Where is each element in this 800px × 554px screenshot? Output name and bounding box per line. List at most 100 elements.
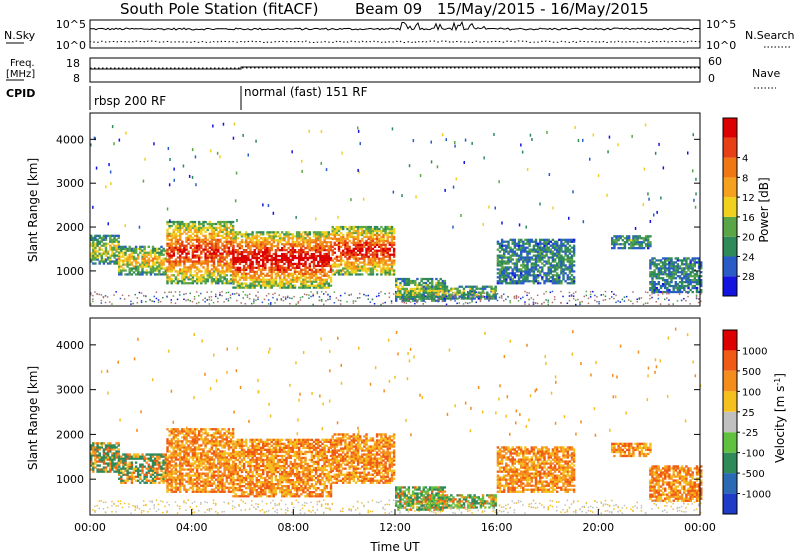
heatmap-cell [539, 238, 542, 241]
heatmap-cell [676, 265, 680, 268]
heatmap-cell [287, 286, 290, 289]
heatmap-cell [700, 288, 703, 292]
ground-scatter-cell [284, 298, 287, 300]
heatmap-cell [363, 245, 366, 248]
heatmap-cell [181, 252, 184, 255]
heatmap-cell [276, 262, 280, 266]
sparse-echo-cell [463, 161, 465, 164]
heatmap-cell [536, 260, 540, 263]
heatmap-cell [176, 252, 180, 255]
heatmap-cell [137, 267, 140, 270]
heatmap-cell [439, 295, 442, 298]
heatmap-cell [141, 259, 144, 262]
heatmap-cell [441, 281, 445, 285]
heatmap-cell [198, 238, 201, 241]
heatmap-cell [628, 243, 631, 246]
heatmap-cell [369, 241, 373, 244]
heatmap-cell [191, 238, 195, 241]
heatmap-cell [568, 250, 572, 253]
heatmap-cell [92, 250, 95, 253]
heatmap-cell [304, 260, 307, 264]
heatmap-cell [291, 252, 295, 256]
heatmap-cell [151, 257, 155, 260]
heatmap-cell [395, 295, 398, 298]
heatmap-cell [653, 263, 656, 266]
heatmap-cell [98, 240, 101, 243]
heatmap-cell [327, 241, 331, 244]
ground-scatter-cell [431, 292, 433, 295]
heatmap-cell [118, 457, 121, 460]
heatmap-cell [151, 249, 155, 252]
heatmap-cell [238, 262, 242, 266]
heatmap-cell [293, 272, 297, 275]
heatmap-cell [227, 236, 231, 239]
heatmap-cell [426, 285, 430, 289]
ground-scatter-cell [248, 297, 251, 300]
heatmap-cell [232, 235, 235, 238]
heatmap-cell [685, 265, 688, 268]
heatmap-cell [365, 233, 368, 237]
ground-scatter-cell [526, 291, 528, 294]
heatmap-cell [695, 271, 699, 274]
heatmap-cell [354, 257, 358, 260]
ground-scatter-cell [685, 291, 687, 293]
heatmap-cell [314, 268, 318, 271]
heatmap-cell [179, 222, 182, 226]
ground-scatter-cell [295, 303, 297, 305]
heatmap-cell [700, 267, 703, 270]
heatmap-cell [572, 264, 576, 267]
sparse-echo-cell [644, 123, 647, 127]
heatmap-cell [285, 270, 288, 273]
heatmap-cell [541, 238, 544, 241]
heatmap-cell [649, 286, 652, 290]
heatmap-cell [562, 270, 565, 273]
heatmap-cell [166, 254, 169, 257]
heatmap-cell [185, 270, 188, 273]
heatmap-cell [281, 284, 284, 287]
ground-scatter-cell [676, 300, 679, 302]
heatmap-cell [680, 261, 684, 264]
heatmap-cell [285, 233, 288, 236]
heatmap-cell [257, 278, 261, 281]
heatmap-cell [223, 282, 226, 285]
heatmap-cell [496, 276, 500, 279]
ground-scatter-cell [318, 299, 321, 302]
heatmap-cell [365, 251, 368, 254]
heatmap-cell [354, 225, 358, 229]
heatmap-cell [397, 295, 400, 298]
heatmap-cell [270, 260, 273, 264]
ground-scatter-cell [231, 293, 234, 295]
heatmap-cell [219, 234, 222, 237]
heatmap-cell [212, 232, 216, 235]
ground-scatter-cell [524, 303, 526, 305]
heatmap-cell [323, 231, 326, 234]
heatmap-cell [106, 252, 110, 255]
sparse-echo-cell [660, 196, 662, 200]
heatmap-cell [270, 272, 273, 275]
heatmap-cell [568, 266, 572, 269]
heatmap-cell [651, 279, 654, 282]
heatmap-cell [272, 241, 276, 244]
ground-scatter-cell [287, 296, 289, 299]
heatmap-cell [564, 264, 567, 267]
heatmap-cell [359, 273, 362, 276]
heatmap-cell [308, 237, 312, 240]
ground-scatter-cell [464, 297, 467, 299]
heatmap-cell [319, 256, 322, 260]
heatmap-cell [471, 289, 474, 292]
ground-scatter-cell [636, 298, 638, 300]
heatmap-cell [384, 245, 387, 248]
heatmap-cell [556, 256, 559, 259]
heatmap-cell [327, 231, 331, 234]
ground-scatter-cell [113, 294, 115, 296]
heatmap-cell [426, 289, 430, 292]
heatmap-cell [251, 274, 254, 277]
heatmap-cell [217, 220, 220, 224]
sparse-echo-cell [350, 198, 352, 202]
ground-scatter-cell [517, 300, 520, 302]
heatmap-cell [346, 233, 349, 237]
heatmap-cell [668, 283, 671, 286]
heatmap-cell [304, 256, 307, 260]
heatmap-cell [215, 240, 218, 243]
heatmap-cell [293, 268, 297, 271]
